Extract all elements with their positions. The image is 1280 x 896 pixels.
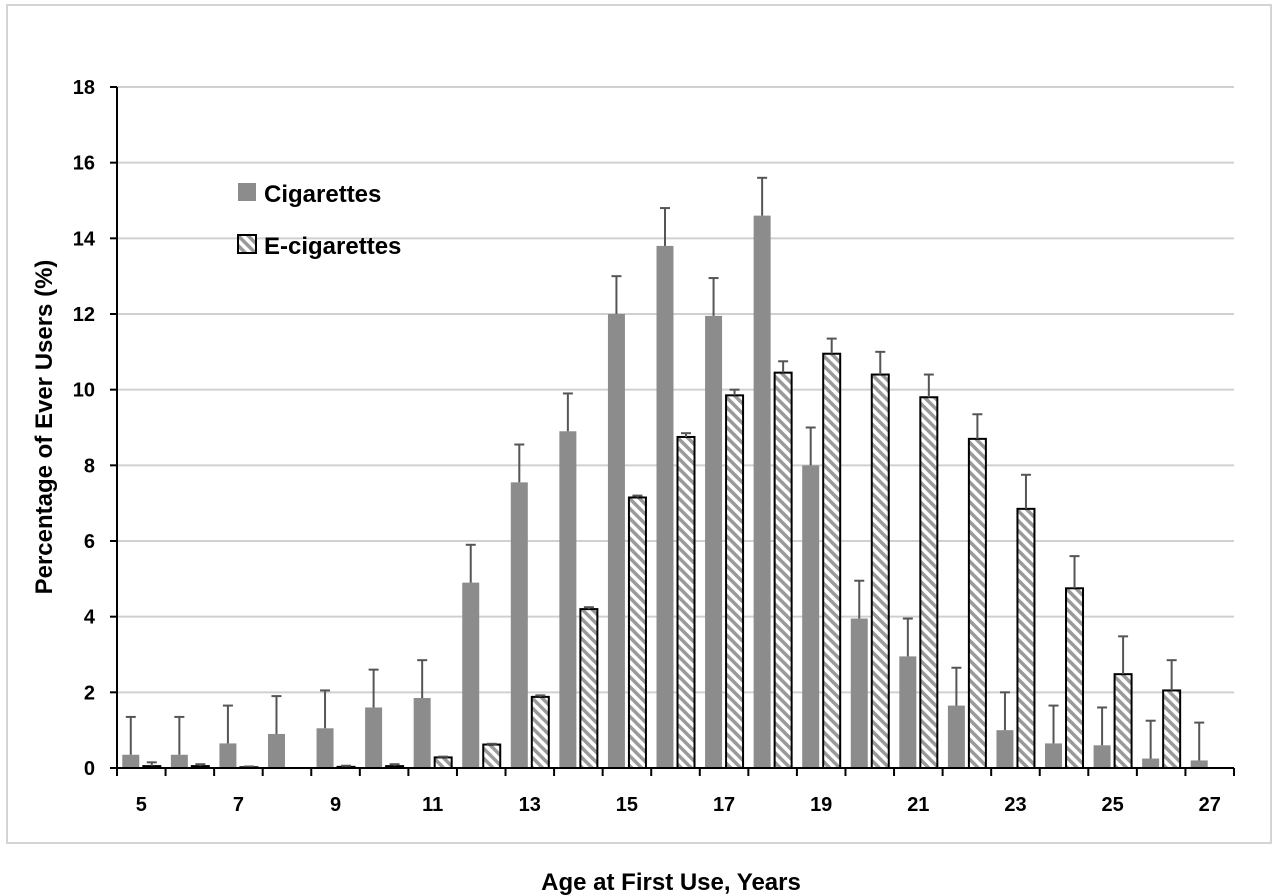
x-tick-label-5: 5 [136, 794, 147, 816]
bar-cigarettes-14 [559, 431, 577, 768]
y-tick-label-2: 2 [84, 682, 95, 704]
x-tick-label-19: 19 [810, 794, 832, 816]
x-tick-label-15: 15 [616, 794, 638, 816]
bar-e-cigarettes-21 [919, 396, 939, 769]
bar-cigarettes-6 [170, 754, 188, 768]
bar-e-cigarettes-22 [967, 437, 987, 769]
bar-e-cigarettes-17 [725, 394, 745, 769]
bar-cigarettes-8 [267, 733, 285, 768]
bar-e-cigarettes-14 [579, 608, 599, 769]
y-tick-label-18: 18 [73, 77, 95, 99]
legend-label-e-cigarettes: E-cigarettes [264, 233, 401, 260]
bar-cigarettes-27 [1190, 760, 1208, 768]
bar-cigarettes-11 [413, 698, 431, 768]
bar-cigarettes-24 [1045, 743, 1063, 768]
bar-cigarettes-26 [1142, 758, 1160, 768]
bar-cigarettes-18 [753, 215, 771, 769]
y-tick-label-8: 8 [84, 455, 95, 477]
bar-e-cigarettes-13 [530, 695, 550, 770]
y-tick-label-16: 16 [73, 153, 95, 175]
bar-cigarettes-7 [219, 743, 237, 768]
bar-cigarettes-20 [850, 618, 868, 768]
bar-cigarettes-12 [462, 582, 480, 768]
bar-cigarettes-17 [705, 315, 723, 768]
legend: Cigarettes E-cigarettes [237, 181, 401, 260]
y-tick-label-10: 10 [73, 380, 95, 402]
bar-cigarettes-23 [996, 730, 1014, 768]
x-tick-label-9: 9 [330, 794, 341, 816]
legend-swatch-cigarettes [238, 183, 256, 201]
bar-e-cigarettes-25 [1113, 673, 1133, 770]
bar-cigarettes-13 [510, 482, 528, 768]
bar-e-cigarettes-12 [482, 743, 502, 770]
x-tick-label-25: 25 [1101, 794, 1123, 816]
x-tick-label-13: 13 [519, 794, 541, 816]
bar-cigarettes-22 [947, 705, 965, 768]
x-tick-label-17: 17 [713, 794, 735, 816]
bar-cigarettes-16 [656, 245, 674, 768]
y-tick-label-12: 12 [73, 304, 95, 326]
y-tick-label-4: 4 [84, 607, 96, 629]
y-tick-label-0: 0 [84, 758, 95, 780]
bar-cigarettes-10 [365, 707, 383, 768]
bar-cigarettes-9 [316, 728, 334, 768]
bar-cigarettes-15 [607, 314, 625, 768]
bar-cigarettes-25 [1093, 745, 1111, 768]
chart-frame [6, 4, 1272, 844]
axes [110, 86, 1235, 776]
gridlines [117, 86, 1234, 694]
legend-label-cigarettes: Cigarettes [264, 181, 381, 208]
y-tick-label-14: 14 [73, 228, 96, 250]
x-tick-label-23: 23 [1004, 794, 1026, 816]
bars [122, 176, 1208, 770]
x-tick-label-7: 7 [233, 794, 244, 816]
x-tick-label-27: 27 [1199, 794, 1221, 816]
bar-cigarettes-19 [802, 465, 820, 768]
bar-cigarettes-5 [122, 754, 140, 768]
y-tick-label-6: 6 [84, 531, 95, 553]
bar-e-cigarettes-15 [627, 496, 647, 769]
bar-e-cigarettes-20 [870, 373, 890, 769]
bar-cigarettes-21 [899, 656, 917, 768]
x-axis-title: Age at First Use, Years [541, 869, 801, 896]
y-axis-title: Percentage of Ever Users (%) [31, 260, 58, 595]
x-tick-label-11: 11 [422, 794, 443, 816]
x-tick-label-21: 21 [907, 794, 929, 816]
bar-e-cigarettes-24 [1065, 587, 1085, 770]
tick-labels: 0 2 4 6 8 10 12 14 16 18 5 7 9 11 13 15 17 19 21 23 25 27 [73, 77, 1221, 816]
bar-e-cigarettes-11 [433, 756, 453, 770]
bar-e-cigarettes-26 [1162, 689, 1182, 769]
bar-e-cigarettes-18 [773, 371, 793, 769]
bar-e-cigarettes-23 [1016, 507, 1036, 769]
bar-e-cigarettes-19 [822, 352, 842, 769]
bar-e-cigarettes-16 [676, 435, 696, 769]
legend-swatch-e-cigarettes [237, 234, 257, 254]
